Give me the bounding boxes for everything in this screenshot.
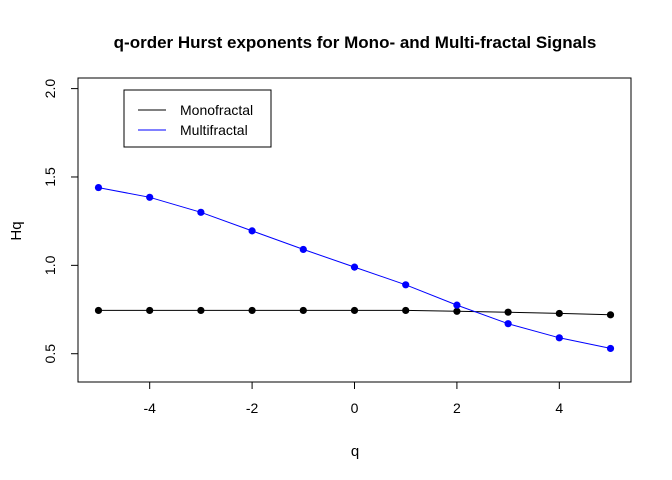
series-layer <box>94 183 615 353</box>
data-point-monofractal <box>504 308 512 316</box>
data-point-monofractal <box>146 306 154 315</box>
data-point-multifractal <box>299 245 307 254</box>
data-point-monofractal <box>555 309 563 318</box>
x-tick-label: 4 <box>555 400 563 416</box>
data-point-monofractal <box>402 306 410 315</box>
data-point-multifractal <box>555 334 563 342</box>
data-point-monofractal <box>197 306 205 315</box>
y-tick-label: 1.0 <box>42 255 58 275</box>
x-tick-label: -2 <box>246 400 259 416</box>
data-point-monofractal <box>453 307 461 315</box>
x-axis-title: q <box>351 443 359 460</box>
y-tick-label: 0.5 <box>42 344 58 364</box>
data-point-multifractal <box>504 320 512 328</box>
data-point-monofractal <box>248 306 256 315</box>
y-tick-label: 1.5 <box>42 167 58 187</box>
x-tick-label: 0 <box>351 400 359 416</box>
data-point-monofractal <box>350 306 359 315</box>
data-point-monofractal <box>606 311 615 319</box>
data-point-multifractal <box>402 281 410 289</box>
data-point-multifractal <box>453 301 461 309</box>
data-point-multifractal <box>197 208 205 216</box>
legend-label-monofractal: Monofractal <box>180 102 253 118</box>
data-point-multifractal <box>248 227 256 235</box>
x-tick-label: 2 <box>453 400 461 416</box>
x-axis: -4 -2 0 2 4 <box>143 381 563 416</box>
legend-box <box>123 89 272 148</box>
data-point-monofractal <box>94 306 103 315</box>
y-tick-label: 2.0 <box>42 79 58 99</box>
legend-label-multifractal: Multifractal <box>180 122 248 138</box>
legend: Monofractal Multifractal <box>123 89 272 148</box>
data-point-multifractal <box>146 193 154 201</box>
data-point-multifractal <box>94 183 103 192</box>
chart-title: q-order Hurst exponents for Mono- and Mu… <box>114 33 597 52</box>
y-axis-title: Hq <box>8 221 25 240</box>
x-tick-label: -4 <box>143 400 156 416</box>
y-axis: 0.5 1.0 1.5 2.0 <box>42 79 79 364</box>
data-point-multifractal <box>350 263 359 271</box>
data-point-monofractal <box>299 306 307 315</box>
data-point-multifractal <box>606 344 615 353</box>
